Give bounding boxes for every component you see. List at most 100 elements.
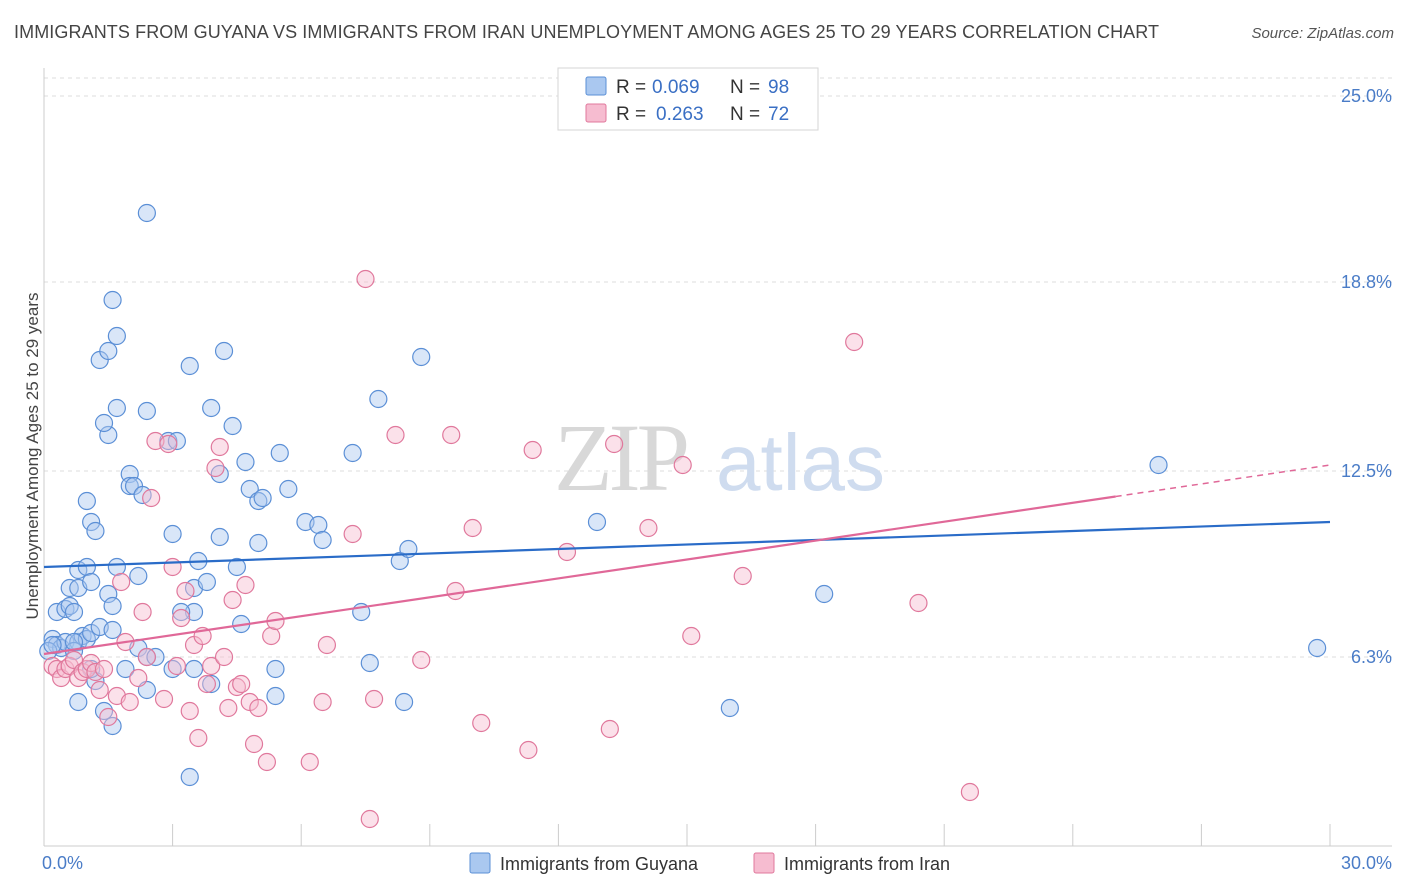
watermark-atlas: atlas [716,418,885,507]
legend-r-guyana: 0.069 [652,77,700,98]
iran-point [364,689,384,709]
iran-point [682,626,701,646]
bottom-legend-guyana: Immigrants from Guyana [500,854,699,874]
iran-trend-line-extension [1115,464,1331,498]
iran-point [249,698,268,718]
guyana-point [227,557,246,577]
bottom-legend-swatch-guyana [469,852,491,874]
guyana-point [107,557,126,577]
iran-point [167,656,186,676]
trend-layer [43,464,1331,656]
iran-point [317,635,337,655]
iran-point [180,701,199,721]
iran-point [313,692,332,712]
iran-point [257,752,277,772]
guyana-point [172,602,191,622]
iran-point [360,809,379,829]
guyana-point [103,596,122,616]
iran-point [236,575,255,595]
guyana-point [184,659,204,679]
iran-point [112,572,131,592]
iran-point [154,689,174,709]
guyana-point [266,659,285,679]
legend-r-iran: 0.263 [656,104,704,125]
iran-point [172,608,191,628]
iran-trend-line [43,495,1116,656]
iran-point [845,332,864,352]
axis-layer: 6.3% 12.5% 18.8% 25.0% 0.0% 30.0% [42,68,1392,873]
guyana-point [99,584,118,604]
bottom-legend-iran: Immigrants from Iran [784,854,950,874]
guyana-point [313,530,332,550]
guyana-point [86,521,105,541]
iran-point [120,692,139,712]
guyana-point [1149,455,1168,475]
iran-point [262,626,281,646]
iran-point [214,647,234,667]
guyana-point [369,389,388,409]
guyana-point [163,524,182,544]
guyana-point [214,341,234,361]
iran-point [219,698,238,718]
iran-point [673,455,692,475]
guyana-point [202,674,221,694]
guyana-point [223,416,242,436]
iran-point [356,269,375,289]
y-tick-label: 12.5% [1341,461,1392,481]
iran-point [206,458,225,478]
iran-point [519,740,538,760]
guyana-point [197,572,216,592]
guyana-point [1308,638,1327,658]
iran-point [600,719,619,739]
iran-point [463,518,482,538]
y-tick-label: 6.3% [1351,647,1392,667]
iran-point [142,488,161,508]
guyana-point [210,527,229,547]
guyana-point [129,566,148,586]
iran-point [133,602,152,622]
guyana-point [270,443,289,463]
guyana-point [279,479,298,499]
guyana-point [77,491,96,511]
guyana-point [137,401,156,421]
legend-n-label-guyana: N = [730,77,760,98]
iran-point [412,650,431,670]
page-title: IMMIGRANTS FROM GUYANA VS IMMIGRANTS FRO… [14,22,1160,42]
guyana-point [103,716,122,736]
iran-point [197,674,216,694]
y-tick-label: 25.0% [1341,86,1392,106]
legend-r-label-guyana: R = [616,77,646,98]
iran-point [639,518,658,538]
guyana-point [394,692,414,712]
guyana-point [720,698,739,718]
guyana-point [815,584,834,604]
legend-n-iran: 72 [768,104,789,125]
x-tick-label: 30.0% [1341,853,1392,873]
bottom-legend-swatch-iran [753,852,775,874]
iran-point [159,434,178,454]
guyana-point [137,203,156,223]
bottom-legend: Immigrants from Guyana Immigrants from I… [469,852,950,874]
iran-point [386,425,405,445]
guyana-point [180,767,199,787]
iran-point [557,542,577,562]
guyana-point [120,476,139,496]
iran-point [223,590,242,610]
iran-point [189,728,208,748]
iran-point [129,668,148,688]
iran-point [90,680,109,700]
guyana-point [107,326,126,346]
guyana-point [343,443,362,463]
legend-n-label-iran: N = [730,104,760,125]
guyana-point [77,557,96,577]
guyana-point [82,512,101,532]
iran-point [163,557,182,577]
x-tick-label: 0.0% [42,853,83,873]
guyana-point [99,341,118,361]
iran-point [523,440,542,460]
watermark-zip: ZIP [554,404,687,511]
iran-point [472,713,491,733]
y-axis-title: Unemployment Among Ages 25 to 29 years [23,293,42,620]
guyana-point [360,653,379,673]
